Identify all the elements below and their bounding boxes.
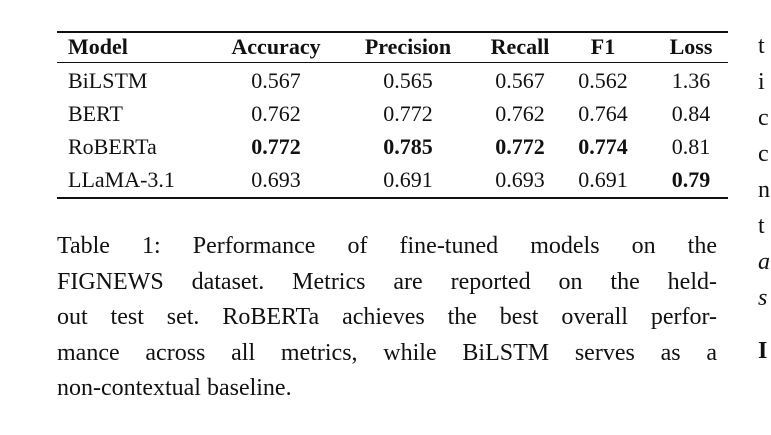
header-cell: Accuracy <box>231 34 321 59</box>
model-name: RoBERTa <box>68 134 157 159</box>
header-cell: F1 <box>590 34 616 59</box>
cut-off-text: c <box>758 141 769 167</box>
metric-cell: 0.693 <box>495 167 545 192</box>
model-name: LLaMA-3.1 <box>68 167 175 192</box>
metric-cell: 0.762 <box>251 101 301 126</box>
metric-cell: 0.772 <box>383 101 433 126</box>
metric-cell: 0.691 <box>578 167 628 192</box>
metric-cell: 0.785 <box>383 134 433 159</box>
header-cell: Model <box>68 34 128 59</box>
cut-off-text: a <box>758 249 770 275</box>
header-cell: Recall <box>490 34 550 59</box>
metric-cell: 0.693 <box>251 167 301 192</box>
metric-cell: 0.565 <box>383 68 433 93</box>
model-name: BERT <box>68 101 123 126</box>
top-rule <box>57 31 728 33</box>
cut-off-text: c <box>758 105 769 131</box>
model-name: BiLSTM <box>68 68 148 93</box>
cut-off-text: i <box>758 69 765 95</box>
metric-cell: 0.567 <box>251 68 301 93</box>
caption-line: FIGNEWS dataset. Metrics are reported on… <box>57 268 717 295</box>
cut-off-text: n <box>758 177 770 203</box>
metric-cell: 0.772 <box>251 134 301 159</box>
metric-cell: 0.772 <box>495 134 545 159</box>
mid-rule <box>57 62 728 63</box>
metric-cell: 0.567 <box>495 68 545 93</box>
metric-cell: 0.762 <box>495 101 545 126</box>
caption-line: out test set. RoBERTa achieves the best … <box>57 304 717 330</box>
metric-cell: 0.774 <box>578 134 628 159</box>
metric-cell: 0.691 <box>383 167 433 192</box>
metric-cell: 0.562 <box>578 68 628 93</box>
cut-off-text: t <box>758 33 765 59</box>
bottom-rule <box>57 197 728 199</box>
cut-off-text: t <box>758 213 765 239</box>
cut-off-text: s <box>758 285 768 311</box>
metric-cell: 0.764 <box>578 101 628 126</box>
header-cell: Precision <box>364 34 452 59</box>
caption-line: Table 1: Performance of fine-tuned model… <box>57 233 717 259</box>
metric-cell: 0.79 <box>671 167 711 192</box>
header-cell: Loss <box>669 34 713 59</box>
metric-cell: 0.84 <box>671 101 711 126</box>
metric-cell: 0.81 <box>671 134 711 159</box>
cut-off-text: I <box>758 338 768 364</box>
metric-cell: 1.36 <box>671 68 711 93</box>
caption-line: non-contextual baseline. <box>57 375 292 401</box>
caption-line: mance across all metrics, while BiLSTM s… <box>57 339 717 366</box>
